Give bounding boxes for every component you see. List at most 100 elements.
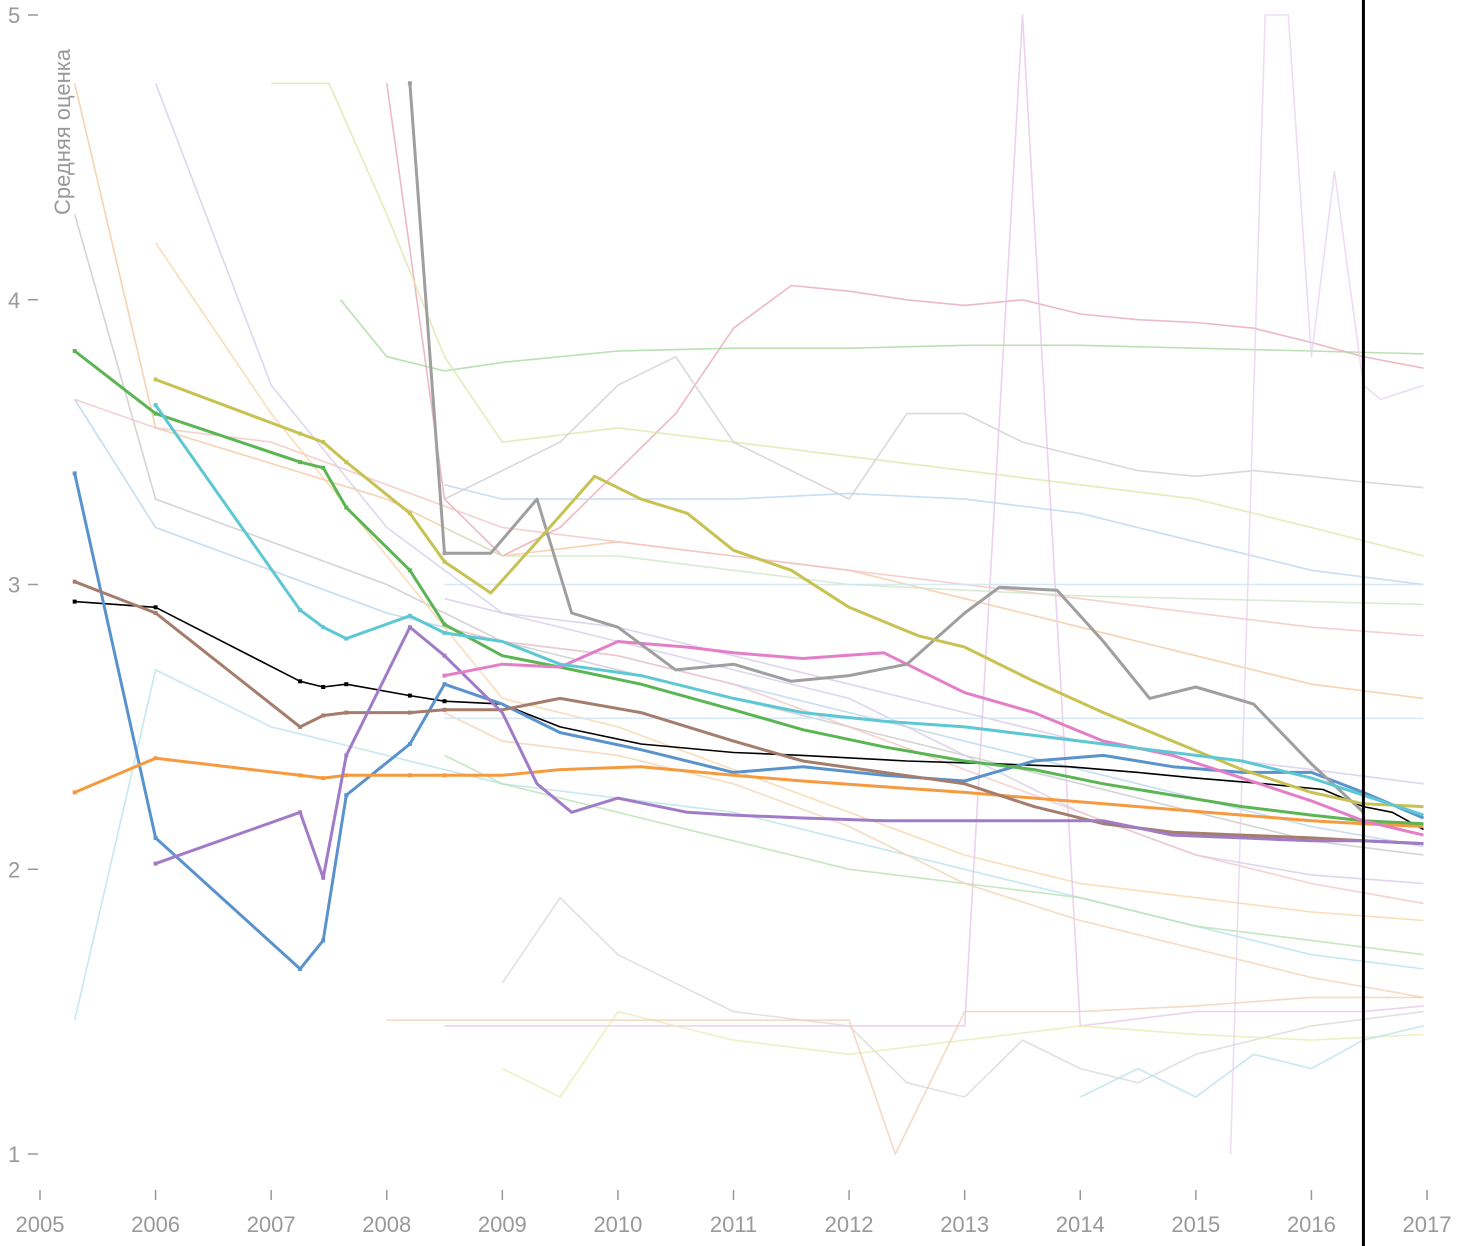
background-series-line-10: [444, 355, 1424, 500]
series-4-point-6: [442, 707, 447, 712]
series-2-point-3: [321, 776, 326, 781]
series-line-2: [74, 756, 1424, 828]
x-tick-label-2009: 2009: [478, 1212, 527, 1237]
series-0-point-6: [442, 699, 447, 704]
series-4-point-1: [153, 611, 158, 615]
x-tick-label-2013: 2013: [940, 1212, 989, 1237]
series-line-9: [154, 404, 1424, 817]
series-line-5: [155, 625, 1424, 880]
y-tick-label-3: 3: [8, 573, 20, 598]
series-5-point-4: [344, 753, 349, 758]
x-tick-label-2006: 2006: [131, 1212, 180, 1237]
background-series-line-14: [444, 711, 1424, 999]
series-8-point-5: [407, 511, 412, 516]
series-0-point-0: [72, 599, 77, 604]
background-series-line-0: [386, 83, 1424, 557]
series-9-point-4: [344, 636, 349, 641]
series-2-point-1: [153, 756, 158, 761]
x-tick-label-2017: 2017: [1403, 1212, 1452, 1237]
background-series-line-5: [74, 398, 1424, 637]
series-3-point-4: [344, 505, 349, 510]
x-tick-label-2011: 2011: [710, 1212, 757, 1237]
x-tick-label-2016: 2016: [1287, 1212, 1336, 1237]
background-series-line-11: [444, 14, 1424, 1027]
series-7-point-0: [407, 81, 412, 86]
x-tick-label-2012: 2012: [825, 1212, 874, 1237]
series-8-point-1: [153, 377, 158, 382]
series-4-point-4: [344, 710, 349, 715]
series-2-point-2: [298, 773, 303, 778]
background-series-line-7: [154, 242, 1424, 922]
highlighted-series-group: [72, 81, 1425, 971]
series-4-point-2: [298, 724, 303, 729]
series-0-point-3: [321, 685, 326, 689]
series-2-point-6: [442, 773, 447, 778]
background-series-line-16: [501, 1010, 1424, 1098]
series-8-point-3: [321, 440, 326, 445]
series-line-4: [74, 580, 1424, 846]
series-7-point-1: [442, 551, 447, 556]
series-4-point-5: [407, 710, 412, 715]
series-4-point-0: [72, 579, 77, 584]
series-2-point-4: [344, 773, 349, 778]
series-3-point-3: [321, 465, 326, 470]
background-series-line-2: [73, 83, 1424, 700]
series-0-point-2: [298, 679, 303, 684]
background-series-line-18: [444, 626, 1424, 905]
series-line-3: [73, 349, 1424, 826]
series-0-point-5: [407, 693, 412, 698]
background-series-line-20: [444, 526, 1424, 606]
y-tick-label-1: 1: [8, 1142, 20, 1167]
series-2-point-5: [407, 773, 412, 778]
series-4-point-3: [321, 713, 326, 718]
series-1-point-2: [298, 966, 303, 971]
x-tick-label-2014: 2014: [1056, 1212, 1105, 1237]
x-tick-label-2010: 2010: [593, 1212, 642, 1237]
series-3-point-0: [72, 349, 77, 353]
series-8-point-4: [344, 460, 349, 465]
series-1-point-3: [321, 938, 326, 943]
background-series-line-13: [444, 754, 1424, 956]
y-tick-label-4: 4: [8, 288, 20, 313]
series-line-6: [444, 640, 1424, 837]
x-axis: 2005 2006 2007 2008 2009 2010 2011 2012 2013 2014…: [16, 1190, 1452, 1237]
series-5-point-3: [321, 875, 326, 880]
series-5-point-6: [442, 653, 447, 658]
y-axis-title: Средняя оценка: [50, 48, 75, 215]
background-series-line-12: [444, 484, 1424, 586]
series-3-point-6: [442, 622, 447, 627]
background-series-line-24: [386, 996, 1424, 1155]
y-tick-label-5: 5: [8, 3, 20, 28]
x-tick-label-2015: 2015: [1171, 1212, 1220, 1237]
series-1-point-4: [344, 793, 349, 798]
series-9-point-1: [153, 403, 158, 408]
series-1-point-5: [407, 742, 412, 746]
series-3-point-5: [407, 568, 412, 573]
series-3-point-2: [298, 460, 303, 465]
series-2-point-0: [72, 790, 77, 795]
series-1-point-0: [72, 471, 77, 476]
series-5-point-1: [153, 861, 158, 866]
series-line-8: [155, 378, 1424, 809]
series-9-point-3: [321, 625, 326, 630]
series-5-point-5: [407, 625, 412, 630]
series-9-point-6: [442, 630, 447, 635]
background-series-line-1: [339, 299, 1424, 372]
series-9-point-5: [407, 613, 412, 618]
x-tick-label-2005: 2005: [16, 1212, 65, 1237]
y-axis: 1 2 3 4 5: [8, 3, 38, 1167]
background-series-line-15: [501, 896, 1424, 1098]
series-6-point-0: [442, 673, 447, 678]
series-8-point-2: [298, 431, 303, 436]
background-series-group: [73, 14, 1424, 1155]
x-tick-label-2008: 2008: [362, 1212, 411, 1237]
background-series-line-6: [154, 83, 1424, 885]
series-3-point-1: [153, 411, 158, 416]
series-9-point-2: [298, 608, 303, 613]
series-5-point-2: [298, 810, 303, 815]
series-8-point-6: [442, 559, 447, 564]
series-0-point-1: [153, 605, 158, 610]
series-0-point-4: [344, 682, 349, 687]
